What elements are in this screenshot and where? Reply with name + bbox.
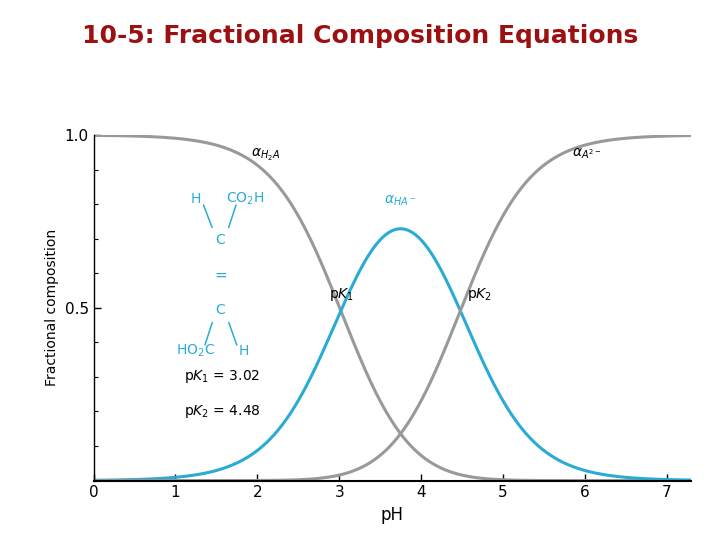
Text: H: H bbox=[238, 344, 248, 358]
Text: HO$_2$C: HO$_2$C bbox=[176, 343, 215, 359]
Text: p$K_1$: p$K_1$ bbox=[329, 286, 354, 302]
Text: CO$_2$H: CO$_2$H bbox=[226, 191, 264, 207]
Text: H: H bbox=[191, 192, 201, 206]
Text: $\alpha_{H_2A}$: $\alpha_{H_2A}$ bbox=[251, 147, 280, 163]
Text: p$K_2$: p$K_2$ bbox=[467, 286, 492, 302]
Text: p$K_1$ = 3.02: p$K_1$ = 3.02 bbox=[184, 368, 260, 386]
Text: $\alpha_{A^{2-}}$: $\alpha_{A^{2-}}$ bbox=[572, 147, 602, 161]
Y-axis label: Fractional composition: Fractional composition bbox=[45, 230, 59, 386]
Text: $\alpha_{HA^-}$: $\alpha_{HA^-}$ bbox=[384, 193, 416, 207]
Text: =: = bbox=[214, 267, 227, 282]
Text: p$K_2$ = 4.48: p$K_2$ = 4.48 bbox=[184, 403, 261, 420]
X-axis label: pH: pH bbox=[381, 506, 404, 524]
Text: 10-5: Fractional Composition Equations: 10-5: Fractional Composition Equations bbox=[82, 24, 638, 48]
Text: C: C bbox=[215, 233, 225, 247]
Text: C: C bbox=[215, 302, 225, 316]
